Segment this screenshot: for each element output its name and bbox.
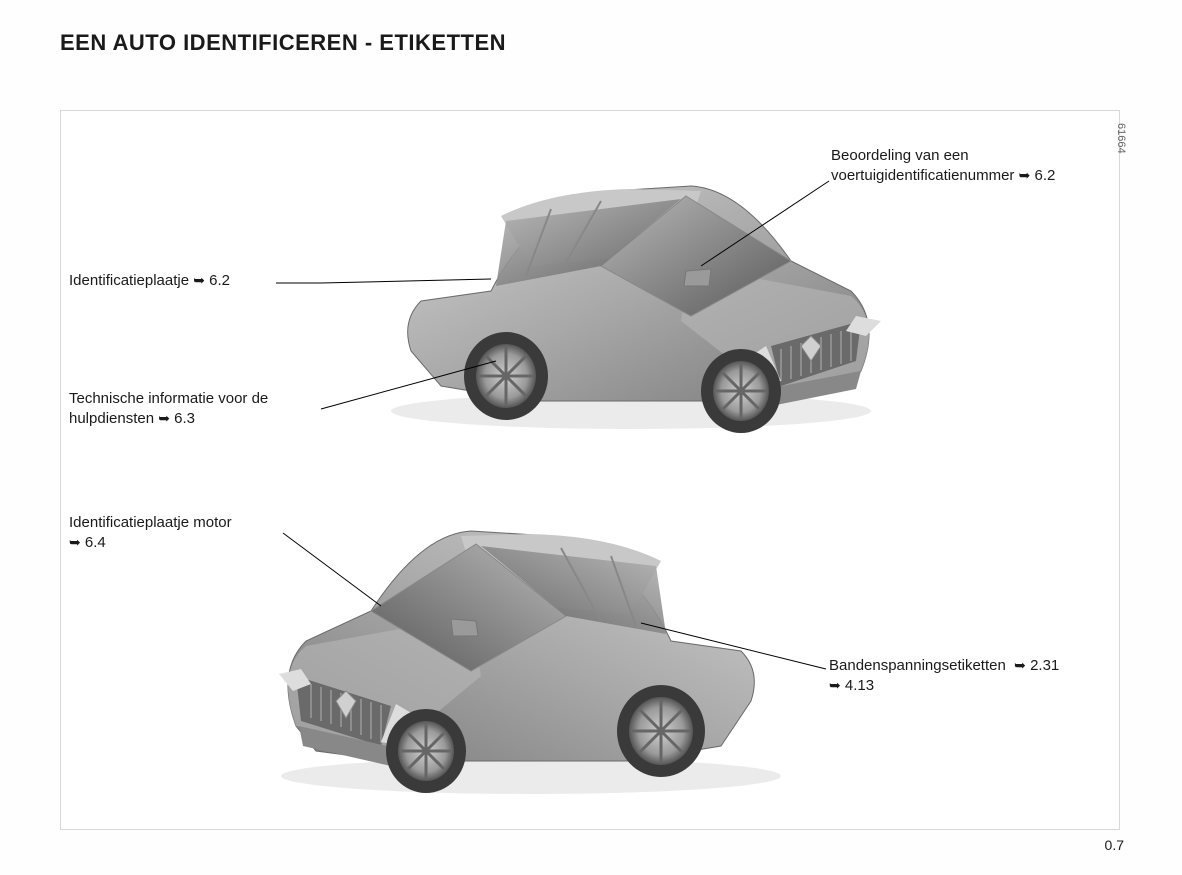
arrow-icon: ➥ [69,533,81,551]
arrow-icon: ➥ [1014,656,1026,674]
callout-vin: Beoordeling van een voertuigidentificati… [831,146,1101,185]
callout-tech-info: Technische informatie voor de hulpdienst… [69,389,319,428]
callout-ref: 2.31 [1030,657,1059,674]
arrow-icon: ➥ [193,271,205,289]
page-number: 0.7 [1105,837,1124,853]
arrow-icon: ➥ [829,676,841,694]
callout-text: Beoordeling van een voertuigidentificati… [831,147,1014,184]
car-illustration-bottom [251,466,811,806]
page-title: EEN AUTO IDENTIFICEREN - ETIKETTEN [60,30,1120,56]
callout-engine-plate: Identificatieplaatje motor ➥ 6.4 [69,513,289,552]
callout-text: Identificatieplaatje motor [69,514,232,531]
arrow-icon: ➥ [158,409,170,427]
car-illustration-top [351,121,891,441]
callout-ref: 6.2 [209,272,230,289]
callout-text: Bandenspanningsetiketten [829,657,1006,674]
figure-container: 61664 [60,110,1120,830]
figure-id: 61664 [1115,123,1127,154]
callout-ref: 6.3 [174,410,195,427]
callout-id-plate: Identificatieplaatje ➥ 6.2 [69,271,279,291]
arrow-icon: ➥ [1019,166,1031,184]
callout-ref: 4.13 [845,677,874,694]
callout-text: Identificatieplaatje [69,272,189,289]
callout-ref: 6.4 [85,534,106,551]
callout-ref: 6.2 [1035,167,1056,184]
callout-tyre-pressure: Bandenspanningsetiketten ➥ 2.31 ➥ 4.13 [829,656,1099,695]
